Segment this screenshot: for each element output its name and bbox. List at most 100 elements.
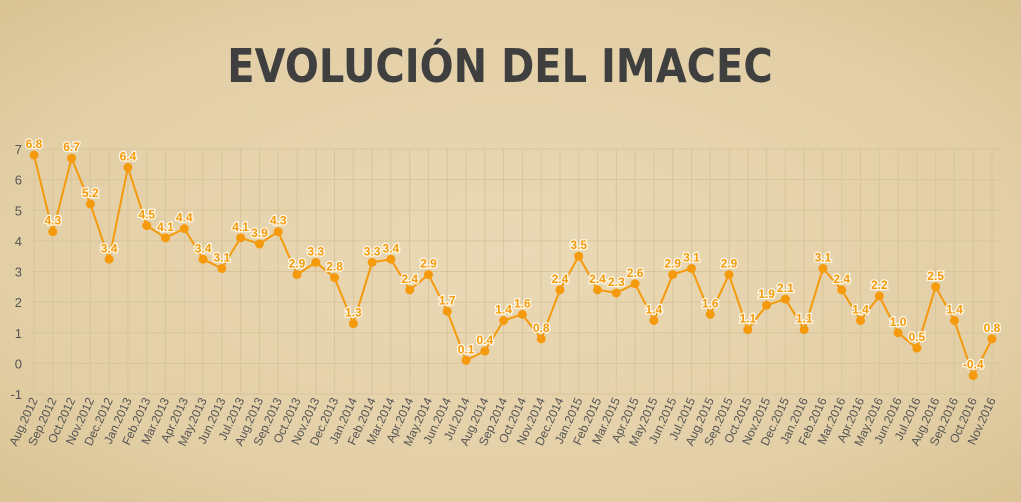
data-point bbox=[762, 300, 772, 310]
data-point bbox=[254, 239, 264, 249]
data-label: 3.1 bbox=[213, 250, 230, 264]
data-point bbox=[48, 227, 58, 237]
data-label: 6.4 bbox=[120, 149, 137, 163]
data-point bbox=[142, 221, 152, 231]
data-point bbox=[686, 263, 696, 273]
data-point bbox=[987, 334, 997, 344]
data-label: 1.0 bbox=[890, 315, 907, 329]
data-point bbox=[198, 254, 208, 264]
data-label: 4.5 bbox=[138, 208, 155, 222]
data-point bbox=[405, 285, 415, 295]
data-label: 1.1 bbox=[739, 312, 756, 326]
data-label: 2.6 bbox=[627, 266, 644, 280]
data-point bbox=[818, 263, 828, 273]
data-point bbox=[499, 316, 509, 325]
y-tick-label: 6 bbox=[15, 173, 22, 188]
data-label: 6.7 bbox=[63, 140, 80, 154]
data-label: -0.4 bbox=[963, 358, 984, 372]
data-label: 1.4 bbox=[852, 303, 869, 317]
data-point bbox=[705, 309, 715, 319]
y-tick-label: 4 bbox=[15, 234, 22, 249]
data-label: 4.1 bbox=[157, 220, 174, 234]
data-point bbox=[799, 325, 809, 335]
data-point bbox=[780, 294, 790, 304]
data-point bbox=[423, 270, 433, 280]
data-label: 6.8 bbox=[26, 137, 43, 151]
data-point bbox=[160, 233, 170, 243]
data-label: 3.5 bbox=[570, 238, 587, 252]
data-point bbox=[893, 328, 903, 338]
y-tick-label: 1 bbox=[15, 326, 22, 341]
data-point bbox=[536, 334, 546, 344]
data-label: 0.8 bbox=[984, 321, 1001, 335]
data-point bbox=[856, 316, 866, 325]
data-label: 2.9 bbox=[721, 257, 738, 271]
data-label: 4.3 bbox=[44, 214, 61, 228]
data-label: 3.9 bbox=[251, 226, 268, 240]
data-label: 2.2 bbox=[871, 278, 888, 292]
data-point bbox=[311, 257, 321, 267]
data-point bbox=[442, 306, 452, 316]
data-point bbox=[461, 355, 471, 365]
data-point bbox=[837, 285, 847, 295]
data-label: 3.4 bbox=[195, 241, 212, 255]
data-point bbox=[949, 316, 959, 325]
data-label: 4.4 bbox=[176, 211, 193, 225]
data-point bbox=[123, 162, 133, 172]
data-label: 3.1 bbox=[815, 250, 832, 264]
data-label: 3.1 bbox=[683, 250, 700, 264]
data-label: 1.4 bbox=[946, 303, 963, 317]
data-label: 0.8 bbox=[533, 321, 550, 335]
data-label: 2.8 bbox=[326, 260, 343, 274]
data-label: 0.5 bbox=[909, 330, 926, 344]
data-label: 1.3 bbox=[345, 306, 362, 320]
data-label: 4.1 bbox=[232, 220, 249, 234]
data-label: 5.2 bbox=[82, 186, 99, 200]
data-label: 1.7 bbox=[439, 293, 456, 307]
data-point bbox=[236, 233, 246, 243]
data-label: 2.4 bbox=[833, 272, 850, 286]
y-tick-label: 5 bbox=[15, 203, 22, 218]
data-label: 2.4 bbox=[552, 272, 569, 286]
data-point bbox=[67, 153, 77, 163]
data-label: 1.6 bbox=[702, 296, 719, 310]
data-label: 2.9 bbox=[289, 257, 306, 271]
data-label: 2.3 bbox=[608, 275, 625, 289]
y-tick-label: 0 bbox=[15, 356, 22, 371]
data-point bbox=[968, 371, 978, 381]
data-label: 2.9 bbox=[664, 257, 681, 271]
series-line bbox=[33, 154, 993, 379]
data-point bbox=[517, 309, 527, 319]
data-point bbox=[480, 346, 490, 356]
data-label: 0.4 bbox=[476, 333, 493, 347]
data-label: 1.1 bbox=[796, 312, 813, 326]
data-point bbox=[179, 224, 189, 234]
data-point bbox=[29, 150, 39, 160]
data-point bbox=[611, 288, 621, 298]
y-tick-label: 2 bbox=[15, 295, 22, 310]
data-point bbox=[386, 254, 396, 264]
data-label: 1.6 bbox=[514, 296, 531, 310]
data-point bbox=[931, 282, 941, 292]
data-point bbox=[348, 319, 358, 329]
data-point bbox=[912, 343, 922, 353]
data-label: 2.4 bbox=[401, 272, 418, 286]
data-label: 3.3 bbox=[364, 244, 381, 258]
y-tick-label: -1 bbox=[10, 387, 22, 402]
data-point bbox=[367, 257, 377, 267]
data-point bbox=[292, 270, 302, 280]
data-label: 2.5 bbox=[927, 269, 944, 283]
data-label: 1.4 bbox=[495, 303, 512, 317]
y-tick-label: 7 bbox=[15, 142, 22, 157]
data-label: 3.4 bbox=[101, 241, 118, 255]
data-label: 4.3 bbox=[270, 214, 287, 228]
data-label: 1.9 bbox=[758, 287, 775, 301]
data-point bbox=[574, 251, 584, 261]
data-label: 0.1 bbox=[458, 342, 475, 356]
data-point bbox=[273, 227, 283, 237]
data-point bbox=[743, 325, 753, 335]
data-point bbox=[85, 199, 95, 209]
data-label: 3.3 bbox=[307, 244, 324, 258]
